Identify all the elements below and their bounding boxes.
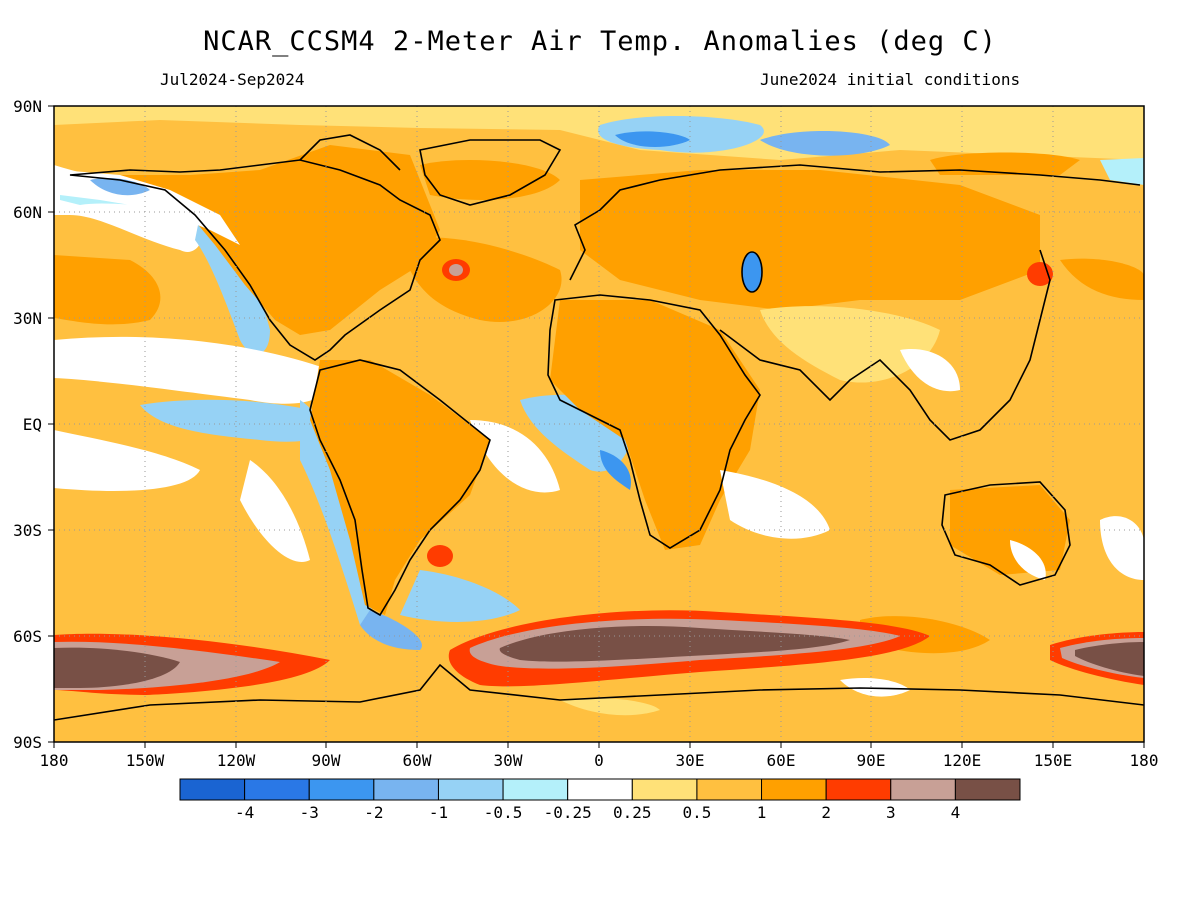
arctic-cool-core bbox=[615, 131, 690, 147]
colorbar-swatch bbox=[373, 778, 439, 801]
colorbar-swatch bbox=[954, 778, 1021, 801]
weddell-indian-extreme bbox=[499, 626, 850, 662]
alaska-cool bbox=[90, 178, 150, 196]
tropical-pacific-neutral-south bbox=[54, 430, 200, 491]
argentina-hotspot bbox=[427, 545, 453, 567]
eurasia-warm bbox=[580, 170, 1040, 310]
colorbar-label: -4 bbox=[235, 803, 254, 822]
tropical-pacific-neutral-north bbox=[54, 336, 332, 404]
caspian-cool bbox=[742, 252, 762, 292]
southeast-australia-neutral bbox=[1010, 540, 1046, 580]
kuroshio-warm bbox=[1060, 258, 1144, 300]
south-pacific-neutral bbox=[240, 460, 310, 562]
colorbar-label: -2 bbox=[364, 803, 383, 822]
lon-label-120w: 120W bbox=[217, 751, 256, 770]
colorbar-labels: -4 -3 -2 -1 -0.5 -0.25 0.25 0.5 1 2 3 4 bbox=[235, 803, 960, 822]
southeast-asia-neutral bbox=[900, 349, 960, 392]
colorbar-label: -0.25 bbox=[544, 803, 592, 822]
angola-cool-core bbox=[600, 450, 631, 490]
tasman-neutral bbox=[1100, 516, 1144, 580]
north-america-coast bbox=[69, 159, 441, 361]
colorbar-label: 0.5 bbox=[682, 803, 711, 822]
colorbar-label: 1 bbox=[757, 803, 767, 822]
colorbar-swatch bbox=[308, 778, 375, 801]
lon-label-150e: 150E bbox=[1034, 751, 1073, 770]
lon-label-180w: 180 bbox=[40, 751, 69, 770]
antarctic-weak-warm bbox=[560, 698, 660, 716]
antarctic-neutral-patch bbox=[840, 678, 910, 697]
south-america-coast bbox=[309, 359, 491, 617]
australia-coast bbox=[941, 481, 1071, 586]
lat-label-30n: 30N bbox=[13, 309, 42, 328]
kara-cool bbox=[760, 130, 890, 156]
colorbar-swatch bbox=[890, 778, 956, 801]
lon-label-60w: 60W bbox=[403, 751, 432, 770]
lat-label-90n: 90N bbox=[13, 97, 42, 116]
asia-south-coast bbox=[719, 249, 1051, 441]
lon-label-90e: 90E bbox=[857, 751, 886, 770]
equatorial-pacific-cool bbox=[140, 399, 332, 442]
lat-label-90s: 90S bbox=[13, 733, 42, 752]
argentine-sea-cool bbox=[400, 570, 520, 622]
lon-label-0: 0 bbox=[594, 751, 604, 770]
north-atlantic-hotspot-core bbox=[449, 264, 463, 276]
init-conditions-label: June2024 initial conditions bbox=[760, 70, 1021, 89]
colorbar bbox=[179, 778, 1021, 801]
lon-label-30w: 30W bbox=[494, 751, 523, 770]
lat-label-eq: EQ bbox=[23, 415, 42, 434]
colorbar-label: -3 bbox=[300, 803, 319, 822]
colorbar-swatch bbox=[761, 778, 827, 801]
africa-warm bbox=[550, 300, 760, 550]
longitude-axis: 180 150W 120W 90W 60W 30W 0 30E 60E 90E … bbox=[40, 742, 1159, 770]
lon-label-60e: 60E bbox=[767, 751, 796, 770]
canada-archipelago-coast bbox=[299, 134, 401, 171]
colorbar-swatch bbox=[825, 778, 892, 801]
caspian-coast bbox=[741, 251, 763, 293]
lon-label-90w: 90W bbox=[312, 751, 341, 770]
north-atlantic-warm bbox=[400, 237, 562, 322]
lat-label-60n: 60N bbox=[13, 203, 42, 222]
latitude-axis: 90N 60N 30N EQ 30S 60S 90S bbox=[13, 97, 54, 752]
colorbar-swatch bbox=[567, 778, 633, 801]
colorbar-swatch bbox=[179, 778, 246, 801]
colorbar-swatch bbox=[696, 778, 763, 801]
lat-label-60s: 60S bbox=[13, 627, 42, 646]
drake-cool bbox=[360, 610, 422, 650]
colorbar-swatch bbox=[244, 778, 310, 801]
eurasia-north-coast bbox=[569, 164, 1141, 281]
colorbar-label: -1 bbox=[429, 803, 448, 822]
antarctica-coast bbox=[54, 663, 1144, 721]
greenland-coast bbox=[419, 139, 562, 206]
colorbar-label: 3 bbox=[886, 803, 896, 822]
period-label: Jul2024-Sep2024 bbox=[160, 70, 305, 89]
colorbar-label: -0.5 bbox=[484, 803, 523, 822]
lon-label-30e: 30E bbox=[676, 751, 705, 770]
colorbar-label: 2 bbox=[821, 803, 831, 822]
lon-label-150w: 150W bbox=[126, 751, 165, 770]
lat-label-30s: 30S bbox=[13, 521, 42, 540]
map-title: NCAR_CCSM4 2-Meter Air Temp. Anomalies (… bbox=[203, 26, 997, 57]
lon-label-180e: 180 bbox=[1130, 751, 1159, 770]
lon-label-120e: 120E bbox=[943, 751, 982, 770]
south-asia-weak-warm bbox=[760, 306, 940, 383]
colorbar-swatch bbox=[502, 778, 569, 801]
north-america-warm bbox=[90, 145, 440, 335]
chukchi-cool bbox=[1100, 158, 1144, 185]
colorbar-swatch bbox=[631, 778, 698, 801]
colorbar-swatch bbox=[437, 778, 504, 801]
ross-sea-extreme bbox=[54, 647, 180, 688]
greenland-warm bbox=[420, 160, 560, 200]
east-siberian-warm bbox=[930, 152, 1080, 175]
south-atlantic-neutral bbox=[470, 420, 560, 493]
california-current-cool bbox=[195, 215, 270, 354]
colorbar-label: 0.25 bbox=[613, 803, 652, 822]
north-pacific-warm bbox=[54, 255, 161, 325]
indian-ocean-neutral bbox=[720, 470, 830, 539]
colorbar-label: 4 bbox=[951, 803, 961, 822]
grid-lines bbox=[54, 106, 1144, 742]
pacific-sector-extreme bbox=[1075, 642, 1144, 676]
peru-chile-cool bbox=[300, 400, 372, 625]
